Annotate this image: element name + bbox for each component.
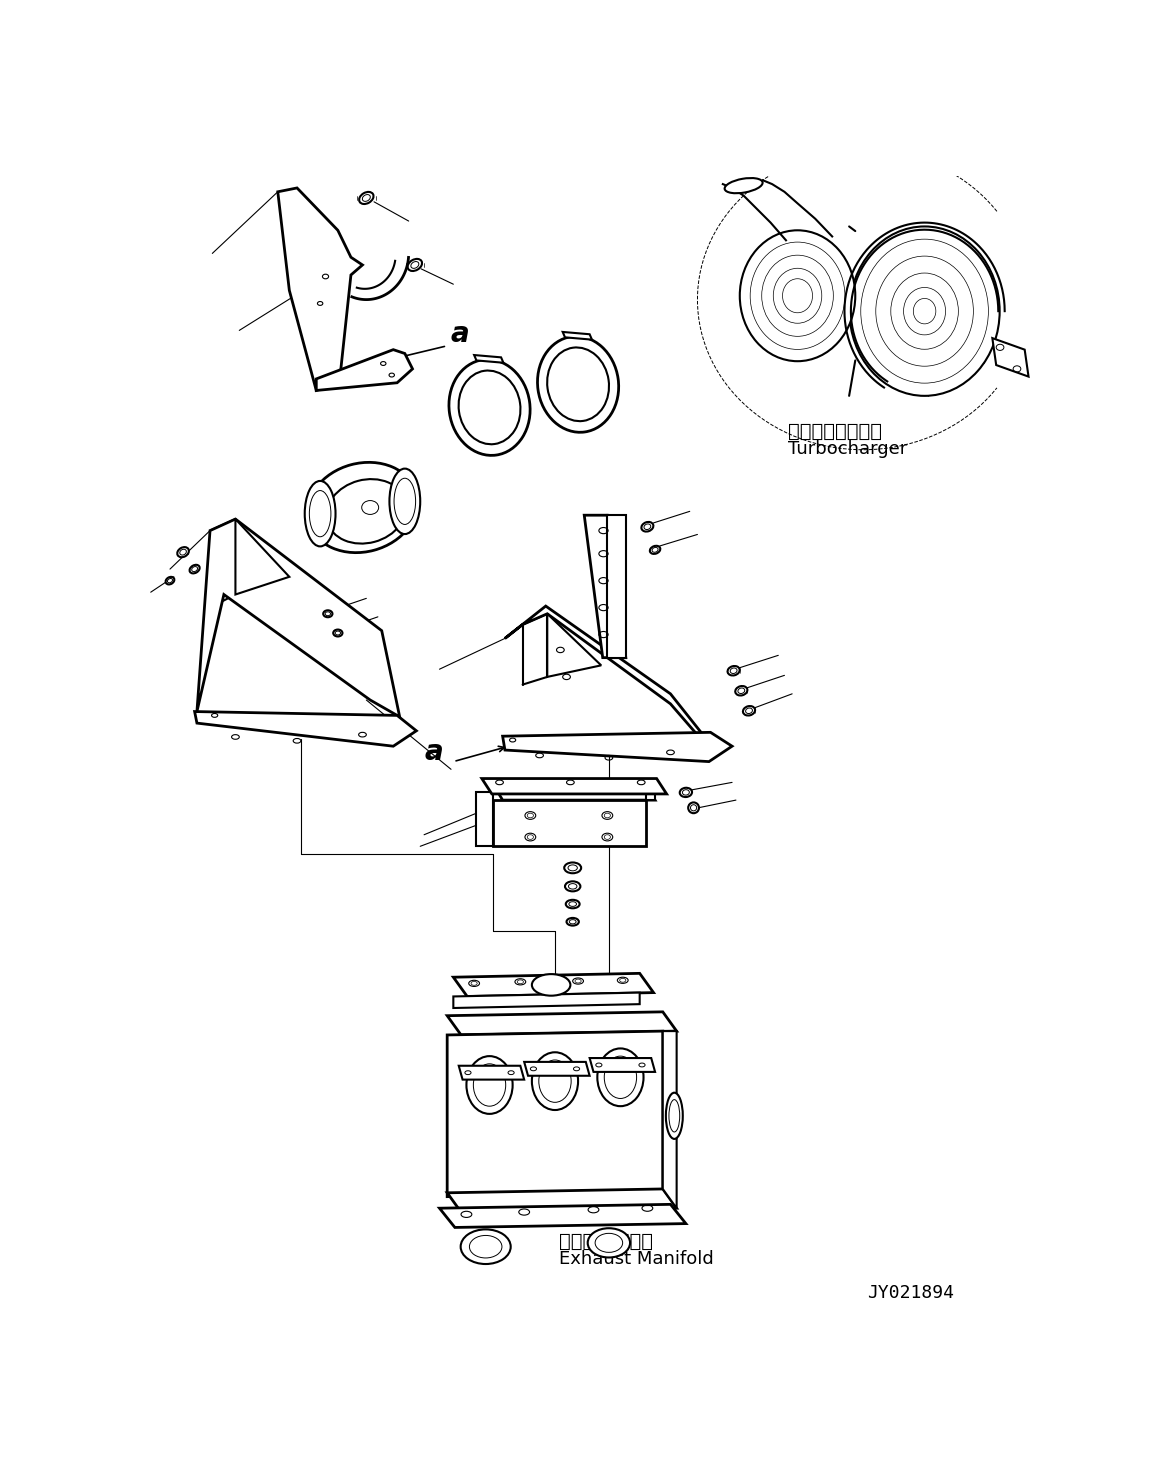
Ellipse shape — [324, 610, 333, 617]
Ellipse shape — [598, 1048, 644, 1107]
Ellipse shape — [564, 882, 581, 891]
Polygon shape — [197, 519, 401, 723]
Ellipse shape — [325, 612, 331, 616]
Polygon shape — [505, 606, 711, 750]
Ellipse shape — [359, 193, 373, 204]
Ellipse shape — [644, 523, 651, 529]
Ellipse shape — [652, 547, 658, 553]
Ellipse shape — [326, 479, 407, 544]
Ellipse shape — [568, 864, 577, 870]
Polygon shape — [439, 1204, 685, 1227]
Ellipse shape — [305, 481, 335, 547]
Ellipse shape — [538, 337, 619, 432]
Ellipse shape — [568, 883, 577, 889]
Ellipse shape — [725, 178, 763, 193]
Ellipse shape — [190, 564, 199, 573]
Text: a: a — [424, 738, 442, 766]
Ellipse shape — [688, 803, 699, 813]
Polygon shape — [547, 614, 601, 676]
Text: 排気マニホールド: 排気マニホールド — [559, 1232, 653, 1251]
Text: a: a — [452, 320, 470, 348]
Polygon shape — [524, 1061, 590, 1076]
Ellipse shape — [177, 547, 189, 557]
Ellipse shape — [191, 566, 197, 572]
Ellipse shape — [569, 901, 576, 907]
Ellipse shape — [408, 259, 422, 270]
Polygon shape — [584, 514, 626, 657]
Ellipse shape — [547, 347, 609, 420]
Polygon shape — [662, 1030, 676, 1208]
Polygon shape — [477, 792, 493, 847]
Polygon shape — [195, 711, 416, 747]
Ellipse shape — [569, 920, 576, 923]
Polygon shape — [458, 1066, 524, 1079]
Ellipse shape — [730, 667, 737, 673]
Ellipse shape — [735, 686, 748, 695]
Ellipse shape — [532, 975, 570, 995]
Polygon shape — [493, 785, 655, 800]
Ellipse shape — [588, 1229, 630, 1257]
Ellipse shape — [389, 469, 420, 534]
Polygon shape — [493, 800, 646, 847]
Polygon shape — [454, 992, 639, 1008]
Ellipse shape — [680, 788, 692, 797]
Ellipse shape — [333, 629, 342, 637]
Ellipse shape — [363, 194, 370, 201]
Ellipse shape — [650, 545, 660, 554]
Ellipse shape — [411, 262, 419, 269]
Ellipse shape — [461, 1229, 510, 1264]
Polygon shape — [235, 519, 289, 594]
Text: ターボチャージャ: ターボチャージャ — [788, 422, 881, 441]
Ellipse shape — [335, 631, 341, 635]
Polygon shape — [278, 188, 363, 391]
Polygon shape — [646, 785, 655, 800]
Ellipse shape — [467, 1055, 513, 1114]
Ellipse shape — [642, 522, 653, 532]
Polygon shape — [502, 732, 732, 761]
Polygon shape — [562, 332, 592, 340]
Polygon shape — [992, 338, 1029, 376]
Ellipse shape — [566, 900, 579, 908]
Ellipse shape — [308, 463, 418, 553]
Ellipse shape — [564, 863, 581, 873]
Polygon shape — [590, 1058, 655, 1072]
Polygon shape — [475, 356, 503, 363]
Ellipse shape — [567, 917, 578, 926]
Text: JY021894: JY021894 — [866, 1285, 954, 1302]
Ellipse shape — [166, 576, 174, 585]
Ellipse shape — [740, 231, 855, 362]
Ellipse shape — [743, 706, 755, 716]
Ellipse shape — [666, 1092, 683, 1139]
Ellipse shape — [682, 789, 689, 795]
Ellipse shape — [728, 666, 740, 676]
Ellipse shape — [690, 804, 697, 811]
Polygon shape — [447, 1189, 676, 1213]
Polygon shape — [482, 779, 667, 794]
Ellipse shape — [167, 579, 173, 582]
Ellipse shape — [458, 370, 521, 444]
Ellipse shape — [849, 226, 1000, 395]
Polygon shape — [607, 514, 626, 657]
Polygon shape — [317, 350, 412, 391]
Ellipse shape — [745, 709, 752, 713]
Text: Turbocharger: Turbocharger — [788, 440, 907, 457]
Polygon shape — [454, 973, 653, 997]
Ellipse shape — [532, 1053, 578, 1110]
Ellipse shape — [449, 359, 530, 456]
Polygon shape — [447, 1011, 676, 1035]
Text: Exhaust Manifold: Exhaust Manifold — [559, 1250, 713, 1267]
Ellipse shape — [180, 550, 187, 556]
Polygon shape — [447, 1030, 662, 1197]
Ellipse shape — [738, 688, 744, 694]
